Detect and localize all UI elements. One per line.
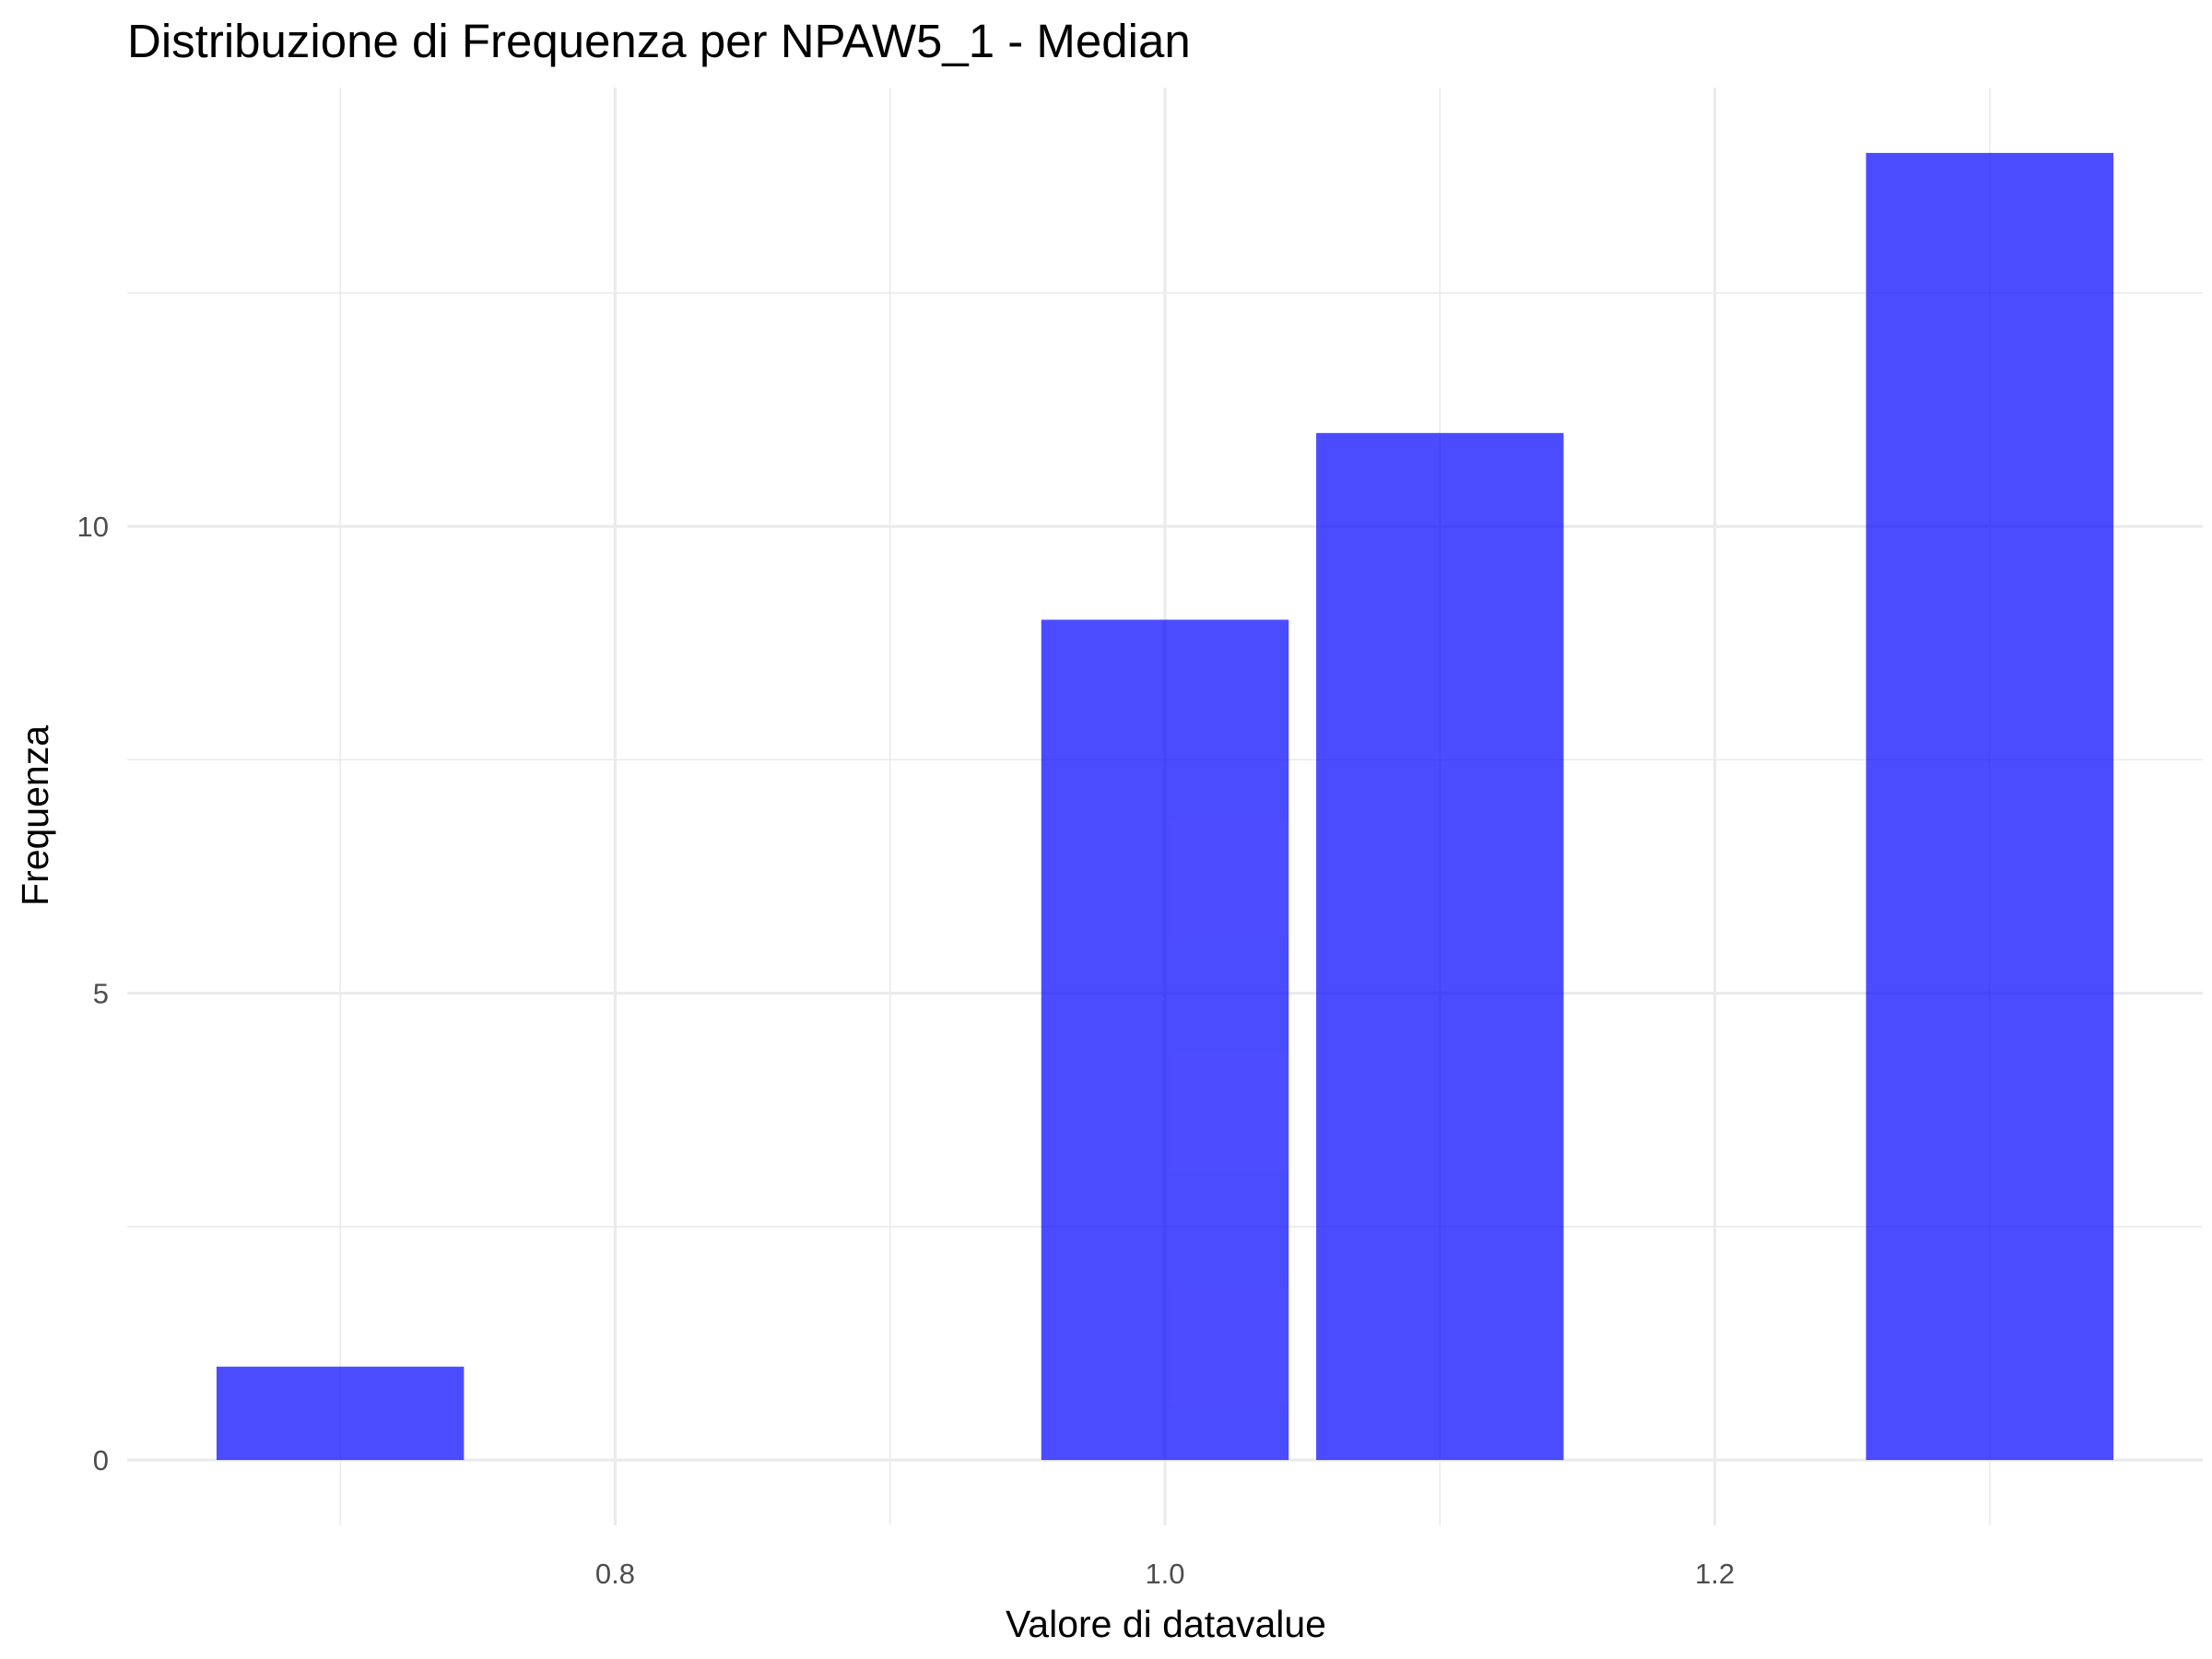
x-tick-label: 1.2 <box>1695 1558 1735 1590</box>
y-tick-label: 10 <box>77 511 109 543</box>
histogram-bar <box>1316 432 1564 1461</box>
x-tick-label: 1.0 <box>1145 1558 1184 1590</box>
histogram-bar <box>1865 152 2114 1461</box>
y-tick-labels: 0 5 10 <box>77 511 109 1477</box>
x-tick-labels: 0.8 1.0 1.2 <box>595 1558 1735 1590</box>
histogram-bar <box>216 1366 465 1461</box>
x-tick-label: 0.8 <box>595 1558 635 1590</box>
y-axis-title: Frequenza <box>14 725 56 906</box>
y-tick-label: 5 <box>93 978 109 1010</box>
x-axis-title: Valore di datavalue <box>1006 1603 1326 1645</box>
histogram-bar <box>1041 619 1289 1461</box>
chart-title: Distribuzione di Frequenza per NPAW5_1 -… <box>127 15 1191 67</box>
y-tick-label: 0 <box>93 1444 109 1477</box>
bars-layer <box>216 152 2114 1461</box>
